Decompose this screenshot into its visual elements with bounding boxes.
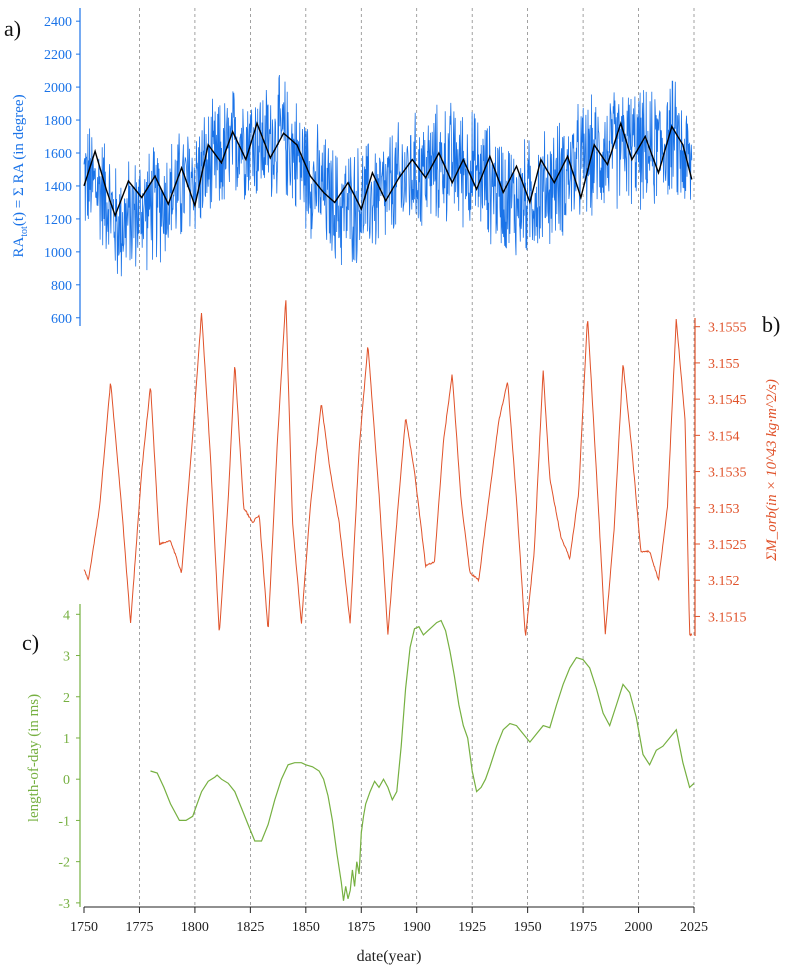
panel-b-y-tick-label-3.1555: 3.1555	[708, 321, 747, 336]
panel-c-label: c)	[22, 630, 39, 655]
panel-c-y-tick-label--2: -2	[58, 856, 70, 871]
x-tick-label-1975: 1975	[569, 920, 597, 935]
panel-b-label: b)	[762, 312, 780, 337]
panel-c-y-tick-label--3: -3	[58, 897, 70, 912]
panel-b: b) ΣM_orb(in × 10^43 kg·m^2/s) 3.15153.1…	[83, 300, 780, 637]
panel-a-y-tick-label-1600: 1600	[44, 147, 72, 162]
x-tick-label-1775: 1775	[125, 920, 153, 935]
x-tick-label-1850: 1850	[292, 920, 320, 935]
panel-b-y-ticks: 3.1515 3.152 3.1525 3.153 3.1535 3.154 3.1545 3…	[694, 318, 747, 636]
x-tick-label-1800: 1800	[181, 920, 209, 935]
x-tick-label-1825: 1825	[236, 920, 264, 935]
x-tick-label-1750: 1750	[70, 920, 98, 935]
x-axis-label: date(year)	[357, 948, 422, 965]
panel-a-y-tick-label-800: 800	[51, 279, 72, 294]
panel-a-label: a)	[4, 16, 21, 41]
panel-a-y-tick-label-1200: 1200	[44, 213, 72, 228]
panel-c: c) length-of-day (in ms) -3 -2 -1 0 1 2 3 4	[22, 604, 695, 912]
x-tick-label-1875: 1875	[347, 920, 375, 935]
panel-b-y-tick-label-3.155: 3.155	[708, 357, 740, 372]
panel-a-y-tick-label-2400: 2400	[44, 15, 72, 30]
panel-a-y-tick-label-1000: 1000	[44, 246, 72, 261]
panel-a-ylabel-sub: tot	[19, 226, 30, 237]
dashed-year-gridlines	[139, 8, 695, 907]
panel-b-angular-momentum-series	[83, 300, 693, 637]
panel-b-ylabel: ΣM_orb(in × 10^43 kg·m^2/s)	[764, 379, 780, 562]
panel-a-y-tick-label-600: 600	[51, 312, 72, 327]
panel-a-y-tick-label-2000: 2000	[44, 81, 72, 96]
panel-a-y-tick-label-2200: 2200	[44, 48, 72, 63]
panel-b-y-tick-label-3.154: 3.154	[708, 429, 740, 444]
panel-c-lod-series	[150, 619, 695, 901]
panel-c-y-tick-label--1: -1	[58, 814, 70, 829]
x-axis-ticks: 1750 1775 1800 1825 1850 1875 1900 1925 1950 1975…	[70, 907, 708, 935]
panel-a-y-ticks: 600 800 1000 1200 1400 1600 1800 2000 2200 2400	[44, 8, 81, 327]
panel-a-fit-curve	[83, 120, 693, 218]
x-tick-label-1900: 1900	[403, 920, 431, 935]
panel-b-y-tick-label-3.1535: 3.1535	[708, 466, 747, 481]
panel-b-y-tick-label-3.1525: 3.1525	[708, 538, 747, 553]
panel-a-ylabel-main: RA	[11, 237, 27, 258]
panel-b-y-tick-label-3.153: 3.153	[708, 502, 740, 517]
panel-b-y-tick-label-3.152: 3.152	[708, 574, 740, 589]
x-tick-label-1925: 1925	[458, 920, 486, 935]
x-tick-label-2025: 2025	[680, 920, 708, 935]
panel-c-y-tick-label-4: 4	[63, 608, 70, 623]
panel-a-y-tick-label-1800: 1800	[44, 114, 72, 129]
x-tick-label-1950: 1950	[514, 920, 542, 935]
panel-c-y-tick-label-3: 3	[63, 650, 70, 665]
panel-c-y-tick-label-0: 0	[63, 773, 70, 788]
panel-a-ra-series	[83, 74, 693, 277]
panel-c-ylabel: length-of-day (in ms)	[26, 694, 42, 822]
panel-c-y-tick-label-1: 1	[63, 732, 70, 747]
panel-a: a) RAtot(t) = Σ RA (in degree) 600 800 100…	[4, 8, 693, 327]
panel-b-y-tick-label-3.1545: 3.1545	[708, 393, 747, 408]
panel-a-ylabel: RAtot(t) = Σ RA (in degree)	[11, 94, 30, 257]
panel-a-ylabel-rest: (t) = Σ RA (in degree)	[11, 94, 27, 226]
panel-a-y-tick-label-1400: 1400	[44, 180, 72, 195]
panel-b-y-tick-label-3.1515: 3.1515	[708, 610, 747, 625]
panel-c-y-tick-label-2: 2	[63, 691, 70, 706]
x-tick-label-2000: 2000	[625, 920, 653, 935]
panel-c-y-ticks: -3 -2 -1 0 1 2 3 4	[58, 604, 81, 912]
